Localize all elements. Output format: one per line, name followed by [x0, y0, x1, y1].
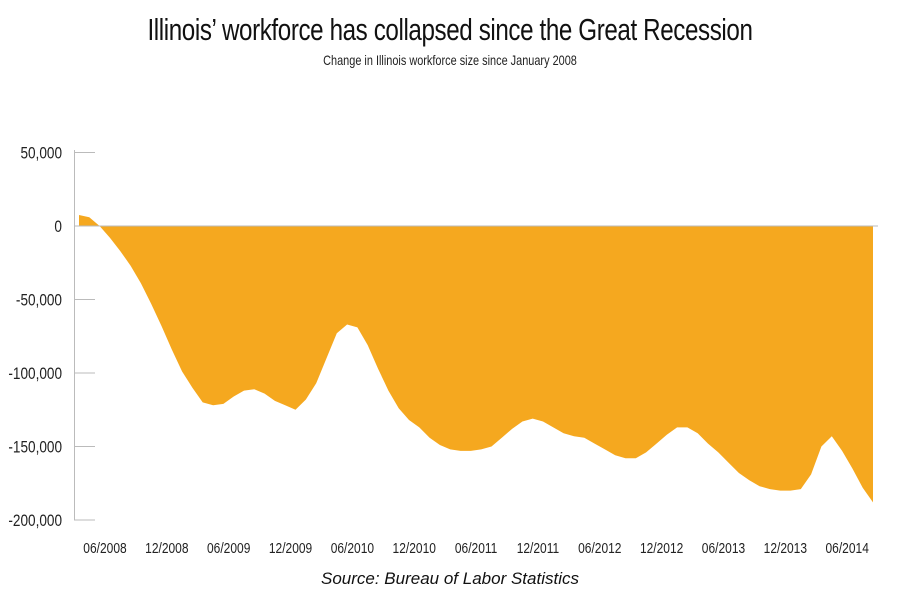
x-axis: 06/2008 12/2008 06/2009 12/2009 06/2010 12/20… [83, 540, 869, 557]
x-tick-label: 06/2011 [455, 540, 497, 557]
y-axis: 50,000 0 -50,000 -100,000 -150,000 -200,000 [8, 144, 95, 530]
x-tick-label: 12/2009 [269, 540, 312, 557]
x-tick-label: 06/2009 [207, 540, 250, 557]
y-tick-label: 50,000 [20, 144, 62, 163]
y-tick-label: 0 [54, 218, 62, 237]
workforce-change-area [79, 215, 873, 503]
y-tick-label: -200,000 [8, 512, 62, 531]
y-tick-label: -150,000 [8, 438, 62, 457]
x-tick-label: 12/2010 [393, 540, 437, 557]
x-tick-label: 12/2013 [764, 540, 807, 557]
chart-title: Illinois’ workforce has collapsed since … [147, 12, 753, 47]
source-note: Source: Bureau of Labor Statistics [321, 569, 579, 588]
x-tick-label: 06/2014 [826, 540, 870, 557]
x-tick-label: 12/2008 [145, 540, 188, 557]
y-tick-label: -100,000 [8, 365, 62, 384]
x-tick-label: 06/2012 [578, 540, 621, 557]
x-tick-label: 12/2012 [640, 540, 683, 557]
x-tick-label: 06/2008 [83, 540, 126, 557]
x-tick-label: 06/2013 [702, 540, 745, 557]
y-tick-label: -50,000 [16, 291, 62, 310]
plot-area [74, 215, 878, 503]
x-tick-label: 12/2011 [517, 540, 559, 557]
x-tick-label: 06/2010 [331, 540, 375, 557]
chart-subtitle: Change in Illinois workforce size since … [323, 52, 577, 68]
